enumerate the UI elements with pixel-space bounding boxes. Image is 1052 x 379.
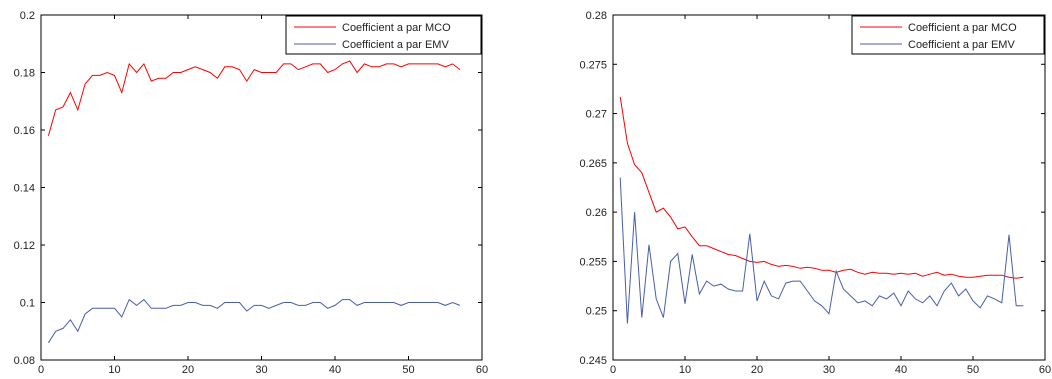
y-tick-label: 0.25 — [586, 306, 607, 318]
x-tick-label: 30 — [255, 364, 267, 376]
y-tick-label: 0.18 — [14, 68, 35, 80]
y-tick-label: 0.16 — [14, 125, 35, 137]
series-line-mco — [619, 96, 1024, 279]
x-tick-label: 60 — [476, 364, 488, 376]
legend: Coefficient a par MCO Coefficient a par E… — [851, 15, 1045, 55]
x-tick-label: 20 — [182, 364, 194, 376]
legend-box — [851, 15, 1045, 55]
legend-label: Coefficient a par MCO — [908, 22, 1017, 34]
x-tick-label: 20 — [751, 364, 763, 376]
series-line-emv — [47, 298, 461, 344]
x-tick-label: 10 — [679, 364, 691, 376]
x-tick-label: 10 — [108, 364, 120, 376]
y-tick-label: 0.26 — [586, 207, 607, 219]
y-tick-label: 0.14 — [14, 183, 35, 195]
chart-1: 0 10 20 30 40 50 60 0.08 0.1 0.12 0.14 0.16 0.18 0.2 C… — [14, 10, 489, 376]
legend-box — [285, 15, 482, 55]
y-tick-label: 0.27 — [586, 109, 607, 121]
x-tick-label: 0 — [610, 364, 616, 376]
x-tick-label: 50 — [967, 364, 979, 376]
x-tick-label: 40 — [329, 364, 341, 376]
x-tick-label: 50 — [402, 364, 414, 376]
chart-2: 0 10 20 30 40 50 60 0.245 0.25 0.255 0.26 0.265 0.27… — [579, 10, 1051, 376]
series-line-mco — [47, 60, 461, 136]
legend-label: Coefficient a par EMV — [342, 39, 449, 51]
x-tick-label: 40 — [895, 364, 907, 376]
x-tick-label: 30 — [823, 364, 835, 376]
y-tick-label: 0.255 — [579, 256, 607, 268]
legend-label: Coefficient a par EMV — [908, 39, 1015, 51]
y-tick-label: 0.1 — [20, 298, 35, 310]
y-tick-label: 0.275 — [579, 59, 607, 71]
legend-label: Coefficient a par MCO — [342, 22, 451, 34]
y-tick-label: 0.245 — [579, 355, 607, 367]
y-tick-label: 0.08 — [14, 355, 35, 367]
y-tick-label: 0.2 — [20, 10, 35, 22]
x-tick-label: 0 — [38, 364, 44, 376]
x-tick-label: 60 — [1039, 364, 1051, 376]
y-tick-label: 0.28 — [586, 10, 607, 22]
y-tick-label: 0.265 — [579, 158, 607, 170]
series-line-emv — [619, 177, 1024, 324]
legend: Coefficient a par MCO Coefficient a par E… — [285, 15, 482, 55]
y-tick-label: 0.12 — [14, 240, 35, 252]
